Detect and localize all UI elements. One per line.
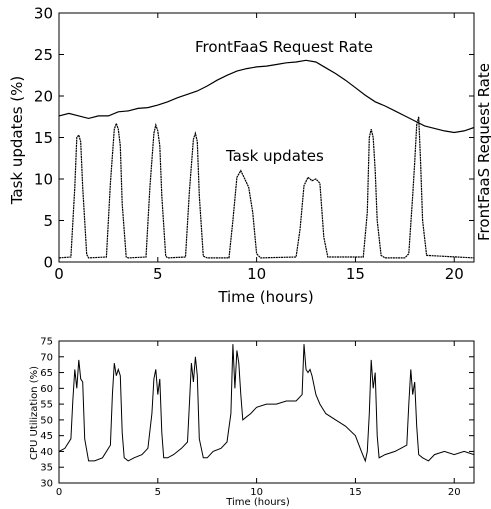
top-x-tick-label: 0: [54, 265, 64, 283]
bottom-x-ticks: 0 5 10 15 20: [56, 341, 461, 498]
request-rate-annotation: FrontFaaS Request Rate: [195, 38, 373, 56]
top-y-tick-label: 30: [34, 4, 53, 22]
bottom-x-tick-label: 5: [155, 487, 161, 498]
cpu-utilization-line: [58, 344, 475, 463]
bottom-x-tick-label: 20: [448, 487, 461, 498]
bottom-y-tick-label: 30: [40, 479, 53, 490]
bottom-y-tick-label: 45: [40, 431, 53, 442]
top-y-ticks: 0 5 10 15 20 25 30: [34, 4, 474, 271]
top-y-axis-label: Task updates (%): [8, 76, 26, 206]
bottom-y-tick-label: 65: [40, 368, 53, 379]
top-x-tick-label: 5: [153, 265, 163, 283]
top-chart: 0 5 10 15 20 25 30 0 5 10 15 20 FrontFaaS Request …: [8, 4, 491, 306]
bottom-y-tick-label: 40: [40, 447, 53, 458]
bottom-y-tick-label: 50: [40, 415, 53, 426]
task-updates-annotation: Task updates: [225, 147, 324, 165]
top-y-tick-label: 20: [34, 87, 53, 105]
top-x-tick-label: 20: [445, 265, 464, 283]
top-right-axis-label: FrontFaaS Request Rate: [475, 63, 491, 241]
bottom-y-tick-label: 55: [40, 400, 53, 411]
bottom-y-tick-label: 35: [40, 463, 53, 474]
bottom-x-tick-label: 15: [349, 487, 362, 498]
bottom-y-ticks: 30 35 40 45 50 55 60 65 70 75: [40, 337, 474, 490]
top-x-ticks: 0 5 10 15 20: [54, 13, 464, 283]
top-x-axis-label: Time (hours): [217, 288, 313, 306]
top-x-tick-label: 10: [247, 265, 266, 283]
bottom-y-tick-label: 60: [40, 384, 53, 395]
bottom-y-axis-label: CPU Utilization (%): [29, 366, 40, 460]
top-y-tick-label: 5: [43, 212, 53, 230]
top-y-tick-label: 10: [34, 170, 53, 188]
task-updates-line: [58, 116, 475, 259]
bottom-x-tick-label: 0: [56, 487, 62, 498]
request-rate-line: [58, 59, 475, 134]
top-y-tick-label: 15: [34, 129, 53, 147]
top-y-tick-label: 25: [34, 46, 53, 64]
top-x-tick-label: 15: [346, 265, 365, 283]
bottom-plot-frame: [58, 340, 475, 484]
bottom-x-axis-label: Time (hours): [225, 497, 290, 508]
bottom-y-tick-label: 70: [40, 352, 53, 363]
bottom-x-tick-label: 10: [250, 487, 263, 498]
bottom-y-tick-label: 75: [40, 337, 53, 348]
top-y-tick-label: 0: [43, 253, 53, 271]
bottom-chart: 30 35 40 45 50 55 60 65 70 75 0 5 10 15 20 Time (hour…: [29, 337, 475, 508]
